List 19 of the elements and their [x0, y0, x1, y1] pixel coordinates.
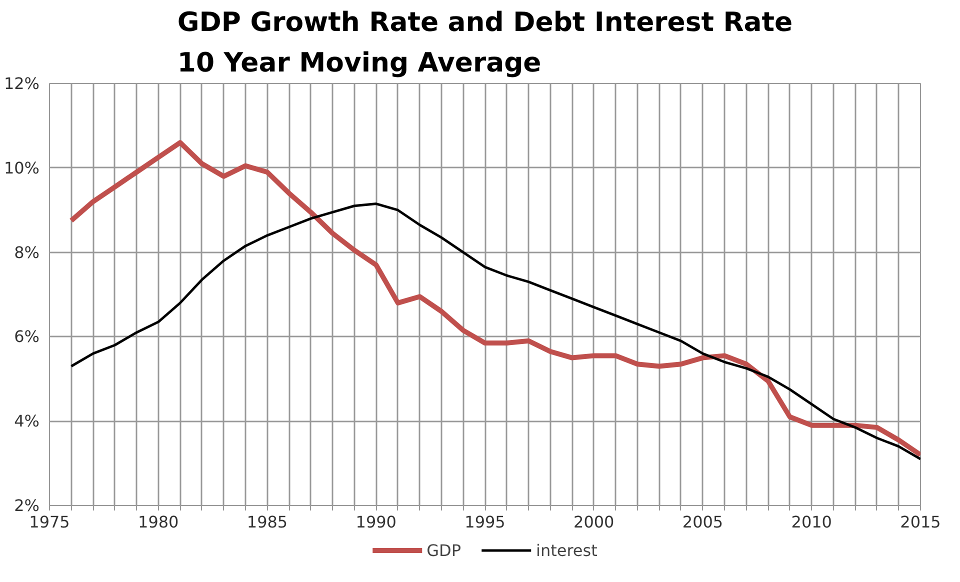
x-tick-label: 1980: [138, 512, 179, 532]
chart-title: GDP Growth Rate and Debt Interest Rate 10 Year Moving Average: [177, 7, 793, 78]
x-tick-label: 1975: [29, 512, 70, 532]
x-tick-label: 2000: [574, 512, 614, 532]
x-tick-label: 2005: [682, 512, 724, 532]
x-tick-label: 2015: [900, 512, 941, 532]
x-tick-label: 1990: [356, 512, 396, 532]
y-tick-label: 6%: [14, 327, 40, 346]
y-tick-label: 8%: [14, 242, 40, 262]
y-tick-label: 4%: [14, 412, 40, 431]
x-tick-label: 1995: [464, 512, 506, 532]
x-tick-label: 1985: [246, 512, 288, 532]
y-tick-label: 12%: [4, 74, 40, 93]
y-tick-label: 10%: [4, 158, 40, 178]
legend-label: GDP: [426, 540, 461, 560]
x-tick-label: 2010: [791, 512, 832, 532]
legend-label: interest: [536, 540, 598, 560]
y-tick-label: 2%: [14, 496, 40, 515]
line-series: [70, 202, 920, 460]
